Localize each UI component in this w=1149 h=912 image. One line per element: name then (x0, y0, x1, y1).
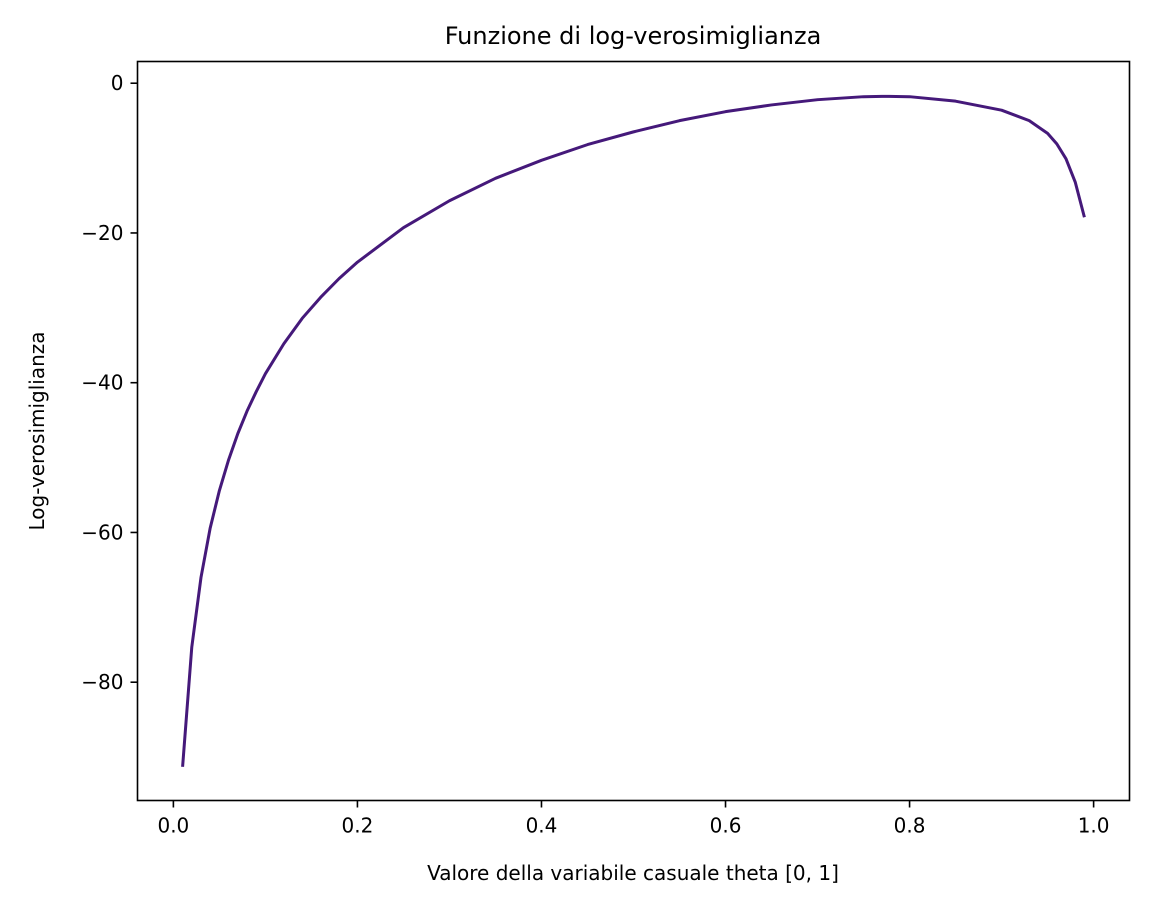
y-tick-label-1: −20 (81, 221, 123, 245)
x-tick-label-1: 0.2 (342, 814, 374, 838)
y-tick-label-4: −80 (81, 670, 123, 694)
x-tick-label-2: 0.4 (526, 814, 558, 838)
chart-title: Funzione di log-verosimiglianza (445, 22, 822, 50)
axes-frame (136, 60, 1131, 802)
x-tick-label-5: 1.0 (1078, 814, 1110, 838)
x-axis-ticks: 0.0 0.2 0.4 0.6 0.8 1.0 (157, 800, 1110, 838)
x-tick-label-4: 0.8 (894, 814, 926, 838)
x-tick-label-3: 0.6 (710, 814, 742, 838)
y-axis-label: Log-verosimiglianza (25, 331, 49, 530)
y-tick-label-2: −40 (81, 371, 123, 395)
x-tick-label-0: 0.0 (157, 814, 189, 838)
y-tick-label-3: −60 (81, 520, 123, 544)
y-axis-ticks: 0 −20 −40 −60 −80 (81, 71, 138, 694)
x-axis-label: Valore della variabile casuale theta [0,… (427, 861, 839, 885)
plot-area (181, 94, 1086, 767)
y-tick-label-0: 0 (111, 71, 124, 95)
series-line-1 (181, 94, 1086, 767)
